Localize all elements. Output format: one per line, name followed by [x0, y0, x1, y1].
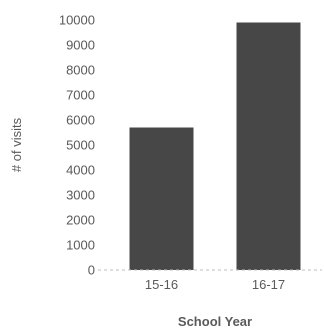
y-tick-label: 7000 [66, 88, 95, 103]
y-tick-label: 6000 [66, 113, 95, 128]
x-axis: 15-16 16-17 [145, 277, 285, 292]
y-axis: 0 1000 2000 3000 4000 5000 6000 7000 8000 9000 100… [59, 13, 95, 278]
y-tick-label: 9000 [66, 38, 95, 53]
y-axis-title: # of visits [9, 117, 24, 172]
x-tick-label: 16-17 [252, 277, 285, 292]
y-tick-label: 3000 [66, 188, 95, 203]
y-tick-label: 1000 [66, 238, 95, 253]
y-tick-label: 2000 [66, 213, 95, 228]
y-tick-label: 5000 [66, 138, 95, 153]
bars [129, 22, 301, 270]
x-tick-label: 15-16 [145, 277, 178, 292]
y-tick-label: 8000 [66, 63, 95, 78]
bar-15-16 [129, 127, 194, 270]
y-tick-label: 0 [88, 263, 95, 278]
y-tick-label: 4000 [66, 163, 95, 178]
y-tick-label: 10000 [59, 13, 95, 28]
bar-16-17 [236, 22, 301, 270]
x-axis-title: School Year [178, 314, 252, 329]
